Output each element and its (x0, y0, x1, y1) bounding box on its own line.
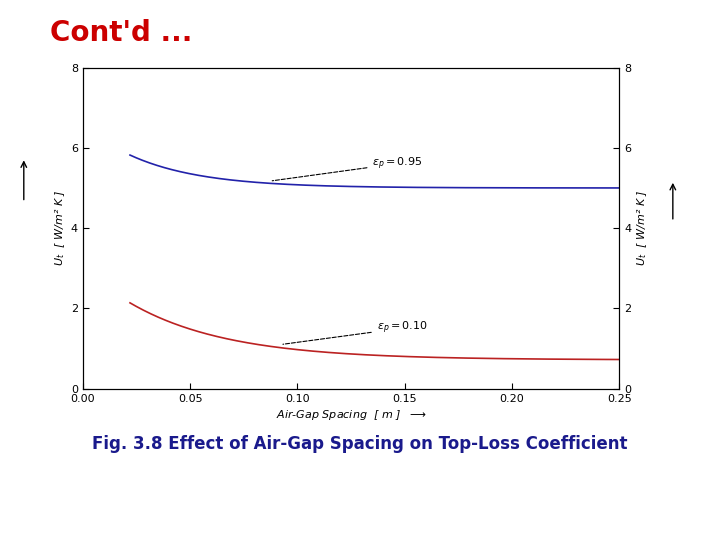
Text: School of Mechanical and Industrial Engineering - SMIE: School of Mechanical and Industrial Engi… (166, 513, 554, 526)
Text: Cont'd ...: Cont'd ... (50, 19, 193, 47)
X-axis label: Air-Gap Spacing  [ m ]  $\longrightarrow$: Air-Gap Spacing [ m ] $\longrightarrow$ (276, 408, 426, 422)
Text: $\varepsilon_p = 0.10$: $\varepsilon_p = 0.10$ (283, 320, 428, 344)
Text: $\varepsilon_p = 0.95$: $\varepsilon_p = 0.95$ (272, 156, 423, 181)
Text: 30: 30 (681, 513, 698, 526)
Text: Fig. 3.8 Effect of Air-Gap Spacing on Top-Loss Coefficient: Fig. 3.8 Effect of Air-Gap Spacing on To… (92, 435, 628, 453)
Y-axis label: $U_t$  [ W/m² K ]: $U_t$ [ W/m² K ] (635, 190, 649, 266)
Text: AAiT: AAiT (14, 513, 46, 526)
Y-axis label: $U_t$  [ W/m² K ]: $U_t$ [ W/m² K ] (53, 190, 67, 266)
